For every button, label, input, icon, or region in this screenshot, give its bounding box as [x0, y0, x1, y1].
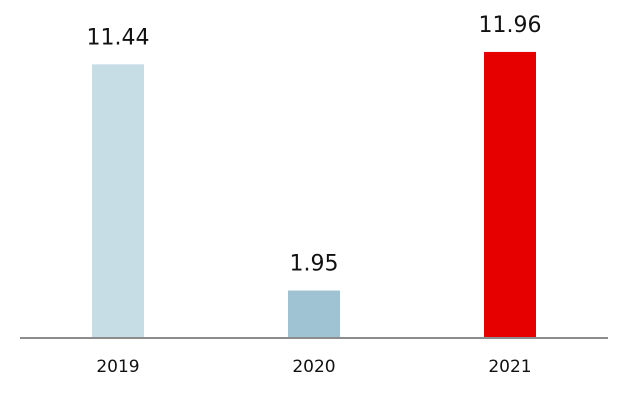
x-tick-label-2021: 2021	[488, 357, 531, 377]
bar-2020	[288, 290, 340, 337]
x-tick-label-2020: 2020	[292, 357, 335, 377]
value-label-2020: 1.95	[290, 252, 339, 277]
value-label-2019: 11.44	[87, 25, 150, 50]
x-tick-labels-group: 2019 2020 2021	[96, 357, 531, 377]
bar-2021	[484, 51, 536, 337]
bars-group	[92, 51, 536, 337]
bar-2019	[92, 64, 144, 337]
value-label-2021: 11.96	[479, 13, 542, 38]
value-labels-group: 11.44 1.95 11.96	[87, 13, 542, 277]
x-tick-label-2019: 2019	[96, 357, 139, 377]
